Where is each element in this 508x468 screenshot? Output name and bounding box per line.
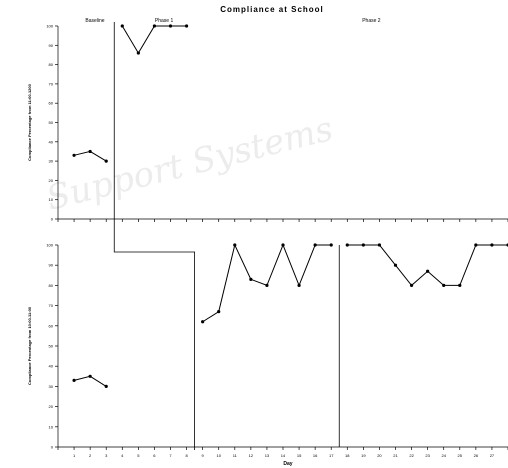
watermark-text: Support Systems: [43, 109, 337, 219]
phase-label: Phase 1: [155, 18, 174, 24]
data-point: [136, 51, 140, 55]
data-line-segment: [347, 244, 508, 287]
data-point: [88, 374, 92, 378]
phase-change-line-1: [113, 22, 196, 450]
x-tick-label: 8: [185, 453, 188, 458]
data-point: [377, 243, 382, 247]
x-tick-label: 21: [393, 453, 398, 458]
x-tick-label: 9: [202, 453, 205, 458]
data-point: [120, 24, 124, 28]
x-tick-label: 12: [249, 453, 254, 458]
y-tick-label: 0: [51, 217, 54, 222]
x-tick-label: 24: [441, 453, 446, 458]
data-point: [458, 283, 462, 287]
data-point: [88, 149, 92, 154]
data-point: [409, 283, 414, 287]
y-tick-label: 50: [49, 344, 54, 349]
y-tick-label: 40: [49, 364, 54, 369]
data-point: [104, 384, 108, 388]
data-point: [217, 310, 221, 314]
y-tick-label: 50: [49, 120, 54, 125]
x-axis-label: Day: [283, 461, 292, 467]
chart-title: Compliance at School: [220, 5, 324, 14]
y-tick-label: 100: [46, 243, 53, 248]
data-point: [297, 283, 301, 287]
x-tick-label: 20: [377, 453, 382, 458]
y-tick-label: 0: [51, 445, 54, 450]
y-tick-label: 60: [49, 101, 54, 106]
x-tick-label: 25: [458, 453, 463, 458]
x-tick-label: 2: [89, 453, 92, 458]
data-point: [72, 378, 76, 382]
x-tick-label: 4: [121, 453, 124, 458]
x-tick-label: 10: [216, 453, 221, 458]
data-point: [426, 269, 430, 273]
x-tick-label: 23: [425, 453, 430, 458]
y-tick-label: 80: [49, 62, 54, 67]
x-tick-label: 3: [105, 453, 108, 458]
data-point: [265, 283, 269, 287]
y-tick-label: 90: [49, 43, 54, 48]
data-point: [184, 24, 189, 28]
y-tick-label: 60: [49, 323, 54, 328]
y-tick-label: 90: [49, 263, 54, 268]
y-tick-label: 10: [49, 424, 54, 429]
x-tick-label: 13: [265, 453, 270, 458]
y-tick-label: 30: [49, 384, 54, 389]
data-point: [313, 243, 317, 247]
y-tick-label: 40: [49, 139, 54, 144]
data-point: [249, 277, 253, 281]
data-point: [329, 243, 333, 247]
data-line-segment: [121, 25, 187, 54]
x-tick-label: 14: [281, 453, 286, 458]
x-tick-label: 18: [345, 453, 350, 458]
phase-label: Phase 2: [362, 18, 381, 24]
x-tick-label: 17: [329, 453, 334, 458]
y-tick-label: 80: [49, 283, 54, 288]
x-tick-label: 22: [409, 453, 414, 458]
data-point: [104, 159, 108, 163]
x-tick-label: 11: [233, 453, 238, 458]
phase-label: Baseline: [85, 18, 104, 24]
x-tick-label: 6: [153, 453, 156, 458]
x-tick-label: 27: [490, 453, 495, 458]
data-point: [345, 243, 349, 247]
y-tick-label: 10: [49, 197, 54, 202]
x-tick-label: 19: [361, 453, 366, 458]
x-tick-label: 26: [474, 453, 479, 458]
x-tick-label: 15: [297, 453, 302, 458]
x-tick-label: 1: [73, 453, 76, 458]
data-point: [168, 24, 173, 28]
y-tick-label: 100: [46, 24, 53, 29]
data-point: [201, 320, 205, 324]
data-point: [393, 263, 398, 267]
data-point: [490, 243, 494, 247]
y-tick-label: 20: [49, 404, 54, 409]
data-line-segment: [202, 243, 332, 323]
x-tick-label: 5: [137, 453, 140, 458]
data-point: [72, 153, 76, 157]
y-axis-label-2: Compliance Percentage from 10:00-11:00: [27, 306, 32, 385]
x-tick-label: 7: [169, 453, 172, 458]
y-tick-label: 30: [49, 159, 54, 164]
y-tick-label: 20: [49, 178, 54, 183]
data-point: [152, 24, 157, 28]
data-point: [474, 243, 478, 247]
x-tick-label: 16: [313, 453, 318, 458]
y-tick-label: 70: [49, 81, 54, 86]
data-point: [442, 283, 446, 287]
data-point: [361, 243, 365, 247]
data-point: [233, 243, 237, 247]
y-tick-label: 70: [49, 303, 54, 308]
y-axis-label-1: Compliance Percentage from 11:00-1200: [27, 83, 32, 160]
data-point: [281, 243, 285, 247]
